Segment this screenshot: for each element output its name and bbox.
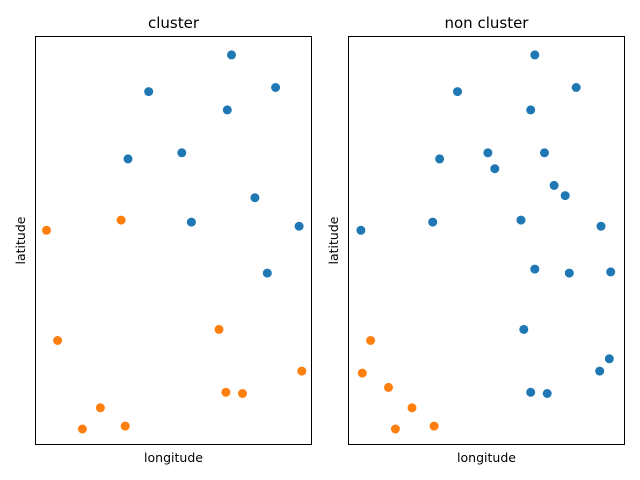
x-axis-label: longitude (457, 450, 516, 465)
scatter-point (95, 403, 105, 413)
plot-area (42, 50, 307, 434)
scatter-point (560, 191, 570, 201)
scatter-point (297, 366, 307, 376)
scatter-point (227, 50, 236, 60)
scatter-point (428, 217, 438, 227)
scatter-point (262, 268, 272, 278)
scatter-point (390, 424, 400, 434)
scatter-point (407, 403, 417, 413)
plot-area (356, 50, 616, 434)
scatter-point (294, 221, 304, 231)
scatter-point (356, 225, 366, 235)
scatter-point (271, 83, 281, 92)
scatter-point (516, 215, 526, 225)
scatter-point (530, 50, 540, 60)
scatter-point (144, 87, 154, 97)
scatter-point (214, 324, 224, 334)
subplot-title: cluster (148, 14, 200, 32)
scatter-point (238, 389, 247, 398)
scatter-point (357, 368, 367, 378)
scatter-point (519, 324, 529, 334)
scatter-point (530, 264, 540, 274)
axes-frame (348, 36, 625, 445)
subplot-title: non cluster (445, 14, 530, 32)
scatter-point (366, 336, 376, 345)
subplot-non-cluster: non cluster longitude latitude (326, 14, 625, 465)
scatter-point (120, 421, 130, 431)
subplot-cluster: cluster longitude latitude (13, 14, 312, 465)
scatter-point (116, 215, 126, 225)
scatter-point (540, 148, 549, 158)
scatter-point (490, 164, 500, 174)
scatter-point (595, 366, 605, 376)
axes-frame (35, 36, 312, 445)
y-axis-label: latitude (13, 216, 28, 264)
scatter-point (564, 268, 574, 278)
x-axis-label: longitude (144, 450, 203, 465)
scatter-point (435, 154, 445, 164)
scatter-point (483, 148, 493, 158)
scatter-point (606, 267, 616, 277)
scatter-point (429, 421, 439, 431)
scatter-point (384, 382, 393, 392)
scatter-point (542, 389, 552, 398)
scatter-point (604, 354, 614, 364)
scatter-point (53, 336, 63, 345)
scatter-point (571, 83, 581, 92)
scatter-point (549, 180, 559, 190)
scatter-point (177, 148, 187, 158)
scatter-point (42, 225, 51, 235)
scatter-point (222, 105, 232, 115)
scatter-point (526, 387, 536, 397)
scatter-point (77, 424, 87, 434)
scatter-point (453, 87, 462, 97)
scatter-point (596, 221, 606, 231)
scatter-point (526, 105, 536, 115)
scatter-point (221, 387, 231, 397)
scatter-point (123, 154, 133, 164)
scatter-point (250, 193, 260, 203)
scatter-point (186, 217, 196, 227)
y-axis-label: latitude (326, 216, 341, 264)
